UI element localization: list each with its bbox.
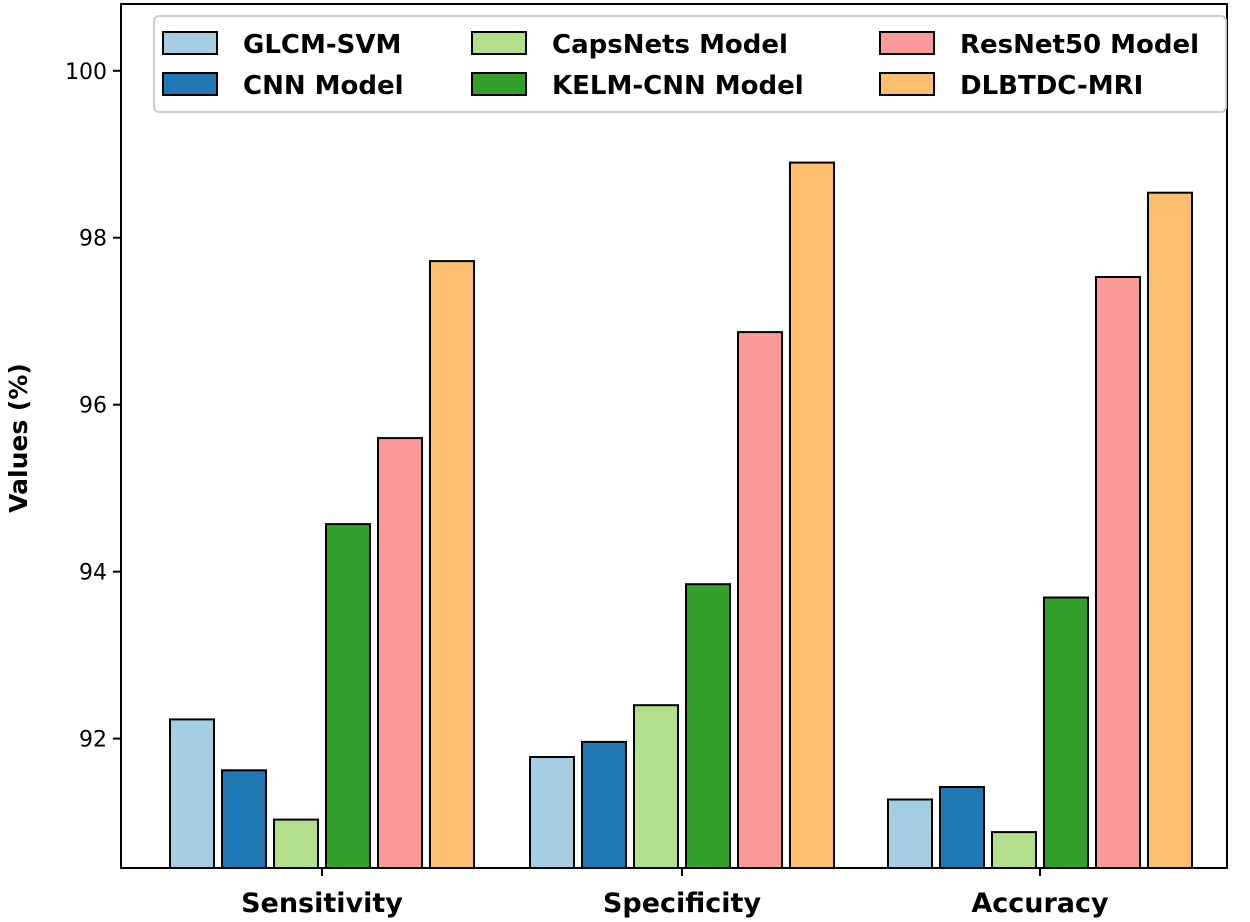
y-axis: 92 94 96 98 100 xyxy=(65,60,121,753)
bar-dlbtdc-mri-specificity xyxy=(789,161,835,870)
y-tick-label: 94 xyxy=(79,561,107,586)
bar-glcm-svm-accuracy xyxy=(887,798,933,869)
bar-kelm-cnn-model-sensitivity xyxy=(325,523,371,869)
legend-frame xyxy=(153,15,1227,113)
bar-kelm-cnn-model-specificity xyxy=(685,583,731,869)
bar-resnet50-model-sensitivity xyxy=(377,437,423,869)
y-axis-title: Values (%) xyxy=(4,363,33,513)
bar-cnn-model-accuracy xyxy=(939,786,985,869)
y-tick-label: 100 xyxy=(65,60,107,85)
bar-dlbtdc-mri-sensitivity xyxy=(429,260,475,870)
y-tick-label: 92 xyxy=(79,728,107,753)
bar-cnn-model-sensitivity xyxy=(221,769,267,869)
bar-capsnets-model-sensitivity xyxy=(273,818,319,869)
legend-swatch-kelm-cnn-model xyxy=(471,72,527,96)
legend: GLCM-SVM CNN Model CapsNets Model KELM-CNN … xyxy=(153,15,1227,113)
bar-resnet50-model-specificity xyxy=(737,331,783,870)
x-tick-label-accuracy: Accuracy xyxy=(971,888,1109,919)
legend-swatch-capsnets-model xyxy=(471,31,527,55)
legend-label-kelm-cnn-model: KELM-CNN Model xyxy=(552,71,804,101)
bars-group xyxy=(169,161,1193,870)
x-tick-label-specificity: Specificity xyxy=(603,888,762,919)
legend-swatch-resnet50-model xyxy=(879,31,935,55)
legend-swatch-dlbtdc-mri xyxy=(879,72,935,96)
bar-glcm-svm-specificity xyxy=(529,756,575,869)
bar-capsnets-model-accuracy xyxy=(991,831,1037,869)
x-axis: Sensitivity Specificity Accuracy xyxy=(241,868,1109,919)
plot-frame xyxy=(120,3,1228,869)
legend-label-glcm-svm: GLCM-SVM xyxy=(243,30,401,60)
bar-glcm-svm-sensitivity xyxy=(169,718,215,870)
bar-cnn-model-specificity xyxy=(581,740,627,870)
y-tick-label: 98 xyxy=(79,227,107,252)
bar-resnet50-model-accuracy xyxy=(1095,276,1141,869)
bar-dlbtdc-mri-accuracy xyxy=(1147,191,1193,869)
legend-label-dlbtdc-mri: DLBTDC-MRI xyxy=(960,71,1143,101)
bar-kelm-cnn-model-accuracy xyxy=(1043,596,1089,869)
legend-label-resnet50-model: ResNet50 Model xyxy=(960,30,1199,60)
legend-label-cnn-model: CNN Model xyxy=(243,71,404,101)
bar-capsnets-model-specificity xyxy=(633,704,679,870)
x-tick-label-sensitivity: Sensitivity xyxy=(241,888,403,919)
legend-swatch-glcm-svm xyxy=(162,31,218,55)
legend-label-capsnets-model: CapsNets Model xyxy=(552,30,788,60)
legend-swatch-cnn-model xyxy=(162,72,218,96)
y-tick-label: 96 xyxy=(79,394,107,419)
